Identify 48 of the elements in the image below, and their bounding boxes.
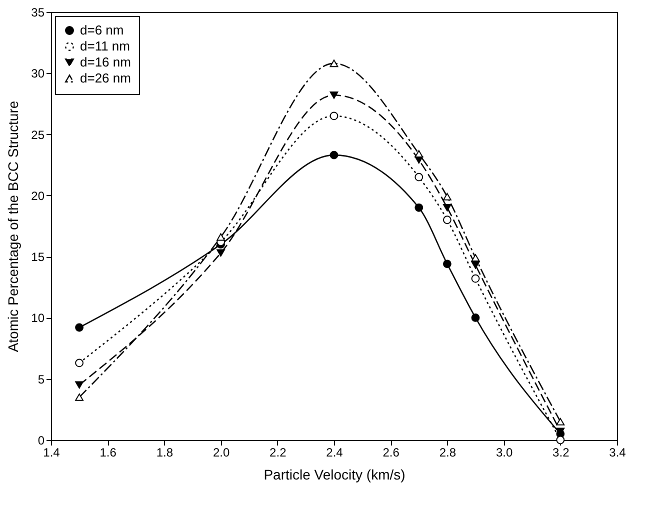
x-tick-label: 1.8 [156, 446, 174, 460]
point [414, 203, 424, 212]
point [216, 233, 226, 241]
point [414, 150, 424, 158]
y-tick-label: 35 [31, 6, 45, 20]
point [216, 249, 226, 257]
point [471, 274, 480, 283]
legend-label: d=26 nm [80, 70, 131, 86]
point [75, 393, 84, 401]
point [75, 381, 84, 389]
point [330, 112, 338, 120]
x-tick-label: 2.2 [270, 446, 287, 460]
legend-label: d=6 nm [80, 22, 124, 38]
y-tick-label: 30 [31, 66, 45, 81]
y-tick-label: 15 [31, 250, 45, 264]
y-tick-label: 0 [38, 434, 45, 448]
point [471, 314, 480, 322]
legend-label: d=11 nm [80, 38, 130, 54]
point [75, 358, 84, 368]
point [330, 91, 338, 99]
point [414, 172, 424, 182]
point [442, 204, 452, 212]
y-tick-label: 5 [38, 372, 45, 386]
point [330, 150, 338, 160]
point [442, 216, 452, 224]
point [442, 192, 452, 200]
x-tick-label: 1.6 [100, 446, 117, 460]
x-tick-label: 2.0 [212, 446, 230, 460]
x-tick-label: 1.4 [43, 446, 60, 460]
point [75, 323, 84, 332]
x-tick-label: 2.4 [326, 446, 344, 460]
x-tick-label: 2.6 [382, 446, 400, 460]
x-tick-label: 3.4 [609, 446, 626, 460]
point [330, 60, 338, 68]
point [556, 436, 565, 444]
x-tick-label: 3.0 [496, 446, 513, 460]
x-axis-title: Particle Velocity (km/s) [264, 466, 406, 482]
point [556, 418, 565, 426]
y-axis-title: Atomic Percentage of the BCC Structure [5, 100, 22, 352]
y-tick-label: 20 [31, 188, 45, 203]
point [471, 254, 480, 262]
x-tick-label: 2.8 [439, 446, 456, 460]
x-tick-label: 3.2 [552, 446, 570, 460]
y-tick-label: 25 [31, 128, 45, 142]
legend-label: d=16 nm [80, 54, 131, 70]
y-tick-label: 10 [31, 311, 45, 326]
point [442, 260, 452, 268]
point [471, 261, 480, 269]
